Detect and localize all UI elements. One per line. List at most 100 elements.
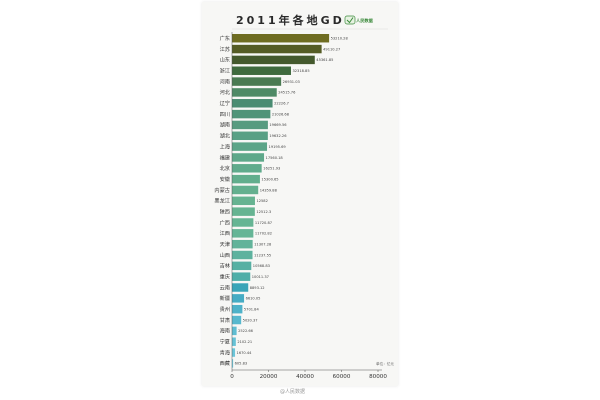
value-label: 15300.65 [261,177,278,181]
value-label: 5020.37 [243,318,258,322]
value-label: 32318.85 [292,69,309,73]
bar [232,44,322,54]
value-label: 1670.44 [237,351,253,355]
bar [232,131,268,141]
x-tick-label: 20000 [260,374,278,380]
value-label: 16251.93 [263,167,280,171]
brand-logo-text: 人民数据 [355,17,374,24]
category-label: 湖北 [220,132,231,140]
category-label: 西藏 [220,359,231,367]
bar [232,283,249,292]
bar [232,315,242,325]
value-label: 11720.87 [255,221,272,225]
bar [232,88,277,97]
category-label: 海南 [220,327,230,335]
category-label: 重庆 [220,272,230,280]
category-label: 宁夏 [220,338,231,346]
value-label: 2522.66 [238,329,254,333]
category-label: 山东 [220,56,230,64]
bar [232,185,259,195]
bar [232,337,236,346]
value-label: 53210.28 [331,37,349,41]
bar [232,272,251,281]
category-label: 云南 [220,283,230,291]
value-label: 11237.55 [254,253,271,257]
bar [232,218,254,227]
value-label: 21026.68 [272,112,290,116]
value-label: 26931.03 [283,80,300,84]
category-label: 辽宁 [220,99,230,107]
bar [232,304,243,314]
value-label: 5701.84 [244,307,260,311]
category-label: 江苏 [220,45,230,53]
value-label: 45361.85 [316,58,333,62]
category-label: 山西 [220,251,230,259]
chart-svg: 2011年各地GDP 人民数据 广东 53210.28 江苏 49110.27 山东 45… [214,13,394,380]
bar [232,142,268,151]
category-label: 湖南 [220,121,230,129]
brand-logo-badge [344,15,356,25]
category-label: 河南 [220,77,230,85]
x-tick-label: 60000 [333,374,351,380]
bar [232,174,260,184]
value-label: 19195.69 [269,145,287,149]
bar [232,55,315,65]
category-label: 四川 [220,111,230,118]
bar [232,153,265,162]
category-label: 广东 [220,34,230,42]
bar [232,120,268,130]
category-label: 新疆 [220,294,230,302]
bar [232,294,245,303]
x-tick-label: 0 [230,374,234,380]
value-label: 49110.27 [323,47,340,51]
value-label: 10011.37 [252,275,269,279]
category-label: 内蒙古 [214,186,230,194]
value-label: 8893.12 [250,286,265,290]
bar [232,250,253,260]
value-label: 12512.3 [256,210,271,214]
bar [232,164,262,173]
brand-logo: 人民数据 [344,15,374,25]
bar [232,261,252,271]
bar [232,326,237,336]
category-label: 河北 [220,88,231,96]
value-label: 605.83 [235,362,248,366]
category-label: 甘肃 [220,316,230,324]
value-label: 11307.28 [254,242,272,246]
value-label: 17560.18 [266,156,284,160]
brand-logo-icon [346,17,354,24]
category-label: 陕西 [220,207,230,215]
category-label: 天津 [220,241,230,248]
bars-group: 广东 53210.28 江苏 49110.27 山东 45361.85 浙江 32318.85… [214,34,348,368]
value-label: 19632.26 [269,134,287,138]
bar [232,99,273,108]
bar [232,229,254,238]
chart-card: 2011年各地GDP 人民数据 广东 53210.28 江苏 49110.27 山东 45… [202,2,398,386]
bar [232,77,282,86]
category-label: 黑龙江 [214,197,230,205]
bar [232,109,271,119]
value-label: 6610.05 [246,297,261,301]
bar [232,34,330,43]
category-label: 青海 [220,348,230,356]
category-label: 安徽 [220,175,231,183]
value-label: 2102.21 [237,340,252,344]
value-label: 12582 [256,199,267,203]
bar [232,239,253,249]
bar [232,348,236,357]
chart-title: 2011年各地GDP [236,13,356,27]
category-label: 江西 [220,230,230,237]
x-ticks-group: 0 20000 40000 60000 80000 [230,370,387,380]
category-label: 北京 [220,164,230,172]
bar [232,196,255,206]
x-tick-label: 80000 [369,374,387,380]
value-label: 14359.88 [260,188,278,192]
bar [232,359,234,368]
watermark: @人民数据 [280,389,306,395]
value-label: 22226.7 [274,102,289,106]
value-label: 10568.83 [253,264,270,268]
bar [232,207,255,216]
category-label: 吉林 [220,262,231,270]
category-label: 福建 [220,153,230,161]
category-label: 广西 [220,218,230,226]
